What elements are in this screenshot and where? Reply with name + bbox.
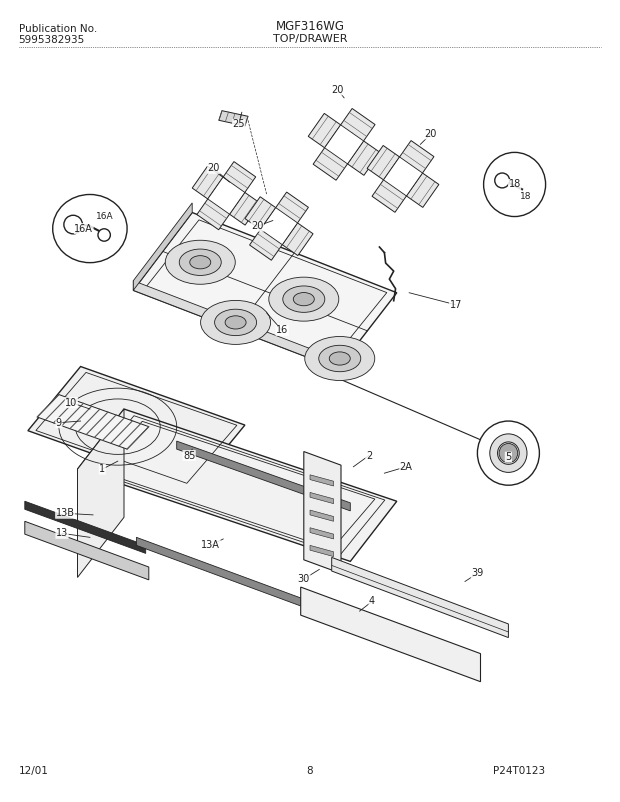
Text: 12/01: 12/01 — [19, 767, 48, 776]
Polygon shape — [310, 510, 334, 521]
Polygon shape — [25, 521, 149, 580]
Text: 1: 1 — [99, 464, 105, 474]
Polygon shape — [301, 587, 480, 682]
Text: 13B: 13B — [56, 508, 74, 518]
Text: 9: 9 — [56, 418, 62, 427]
Text: 20: 20 — [425, 129, 437, 139]
Polygon shape — [250, 192, 308, 261]
Ellipse shape — [477, 421, 539, 485]
Text: 18: 18 — [520, 192, 531, 201]
Ellipse shape — [201, 301, 270, 344]
Polygon shape — [28, 367, 245, 489]
Text: 39: 39 — [471, 569, 484, 578]
Circle shape — [98, 229, 110, 241]
Ellipse shape — [293, 293, 314, 306]
Ellipse shape — [497, 442, 520, 464]
Text: 5: 5 — [505, 452, 511, 462]
Ellipse shape — [166, 241, 235, 284]
Polygon shape — [25, 501, 146, 553]
Polygon shape — [219, 111, 248, 126]
Text: 4: 4 — [369, 597, 375, 606]
Text: 20: 20 — [332, 85, 344, 95]
Text: Publication No.: Publication No. — [19, 24, 97, 34]
Text: 13A: 13A — [202, 541, 220, 550]
Text: TOP/DRAWER: TOP/DRAWER — [273, 34, 347, 43]
Polygon shape — [310, 475, 334, 486]
Text: 18: 18 — [508, 180, 521, 189]
Polygon shape — [304, 452, 341, 573]
Text: 2: 2 — [366, 451, 372, 460]
Ellipse shape — [215, 310, 257, 335]
Text: 20: 20 — [208, 164, 220, 173]
Text: 25: 25 — [232, 119, 245, 129]
Ellipse shape — [269, 277, 339, 321]
Text: 16: 16 — [276, 326, 288, 335]
Polygon shape — [208, 177, 245, 214]
Polygon shape — [192, 166, 260, 225]
Polygon shape — [78, 409, 124, 577]
Text: 20: 20 — [251, 221, 264, 231]
Text: MGF316WG: MGF316WG — [275, 20, 345, 33]
Text: 85: 85 — [183, 451, 195, 460]
Ellipse shape — [305, 337, 374, 380]
Polygon shape — [37, 395, 149, 449]
Ellipse shape — [329, 352, 350, 365]
Ellipse shape — [283, 286, 325, 312]
Polygon shape — [133, 203, 192, 290]
Polygon shape — [310, 545, 334, 557]
Text: 8: 8 — [307, 767, 313, 776]
Text: 5995382935: 5995382935 — [19, 35, 85, 45]
Polygon shape — [313, 108, 375, 180]
Polygon shape — [133, 213, 397, 369]
Polygon shape — [78, 409, 397, 561]
Polygon shape — [197, 161, 255, 230]
Polygon shape — [308, 113, 380, 176]
Polygon shape — [245, 196, 313, 256]
Ellipse shape — [484, 152, 546, 217]
Ellipse shape — [53, 195, 127, 263]
Polygon shape — [136, 537, 304, 607]
Text: P24T0123: P24T0123 — [494, 767, 546, 776]
Text: 2A: 2A — [400, 462, 412, 472]
Ellipse shape — [499, 444, 518, 463]
Text: 17: 17 — [450, 300, 462, 310]
Ellipse shape — [319, 346, 361, 371]
Text: 10: 10 — [65, 398, 78, 407]
Polygon shape — [310, 528, 334, 539]
Text: 13: 13 — [56, 529, 68, 538]
Polygon shape — [367, 145, 439, 208]
Text: 30: 30 — [298, 574, 310, 584]
Ellipse shape — [225, 316, 246, 329]
Polygon shape — [133, 281, 338, 369]
Polygon shape — [325, 125, 363, 164]
Polygon shape — [260, 208, 298, 245]
Ellipse shape — [490, 434, 527, 472]
Ellipse shape — [179, 249, 221, 275]
Circle shape — [495, 173, 510, 188]
Ellipse shape — [190, 256, 211, 269]
Polygon shape — [310, 492, 334, 504]
Circle shape — [64, 215, 82, 234]
Polygon shape — [332, 557, 508, 638]
Polygon shape — [177, 441, 350, 511]
Text: 16A: 16A — [74, 224, 93, 233]
Polygon shape — [384, 157, 422, 196]
Text: 16A: 16A — [96, 212, 113, 221]
Polygon shape — [372, 140, 434, 213]
